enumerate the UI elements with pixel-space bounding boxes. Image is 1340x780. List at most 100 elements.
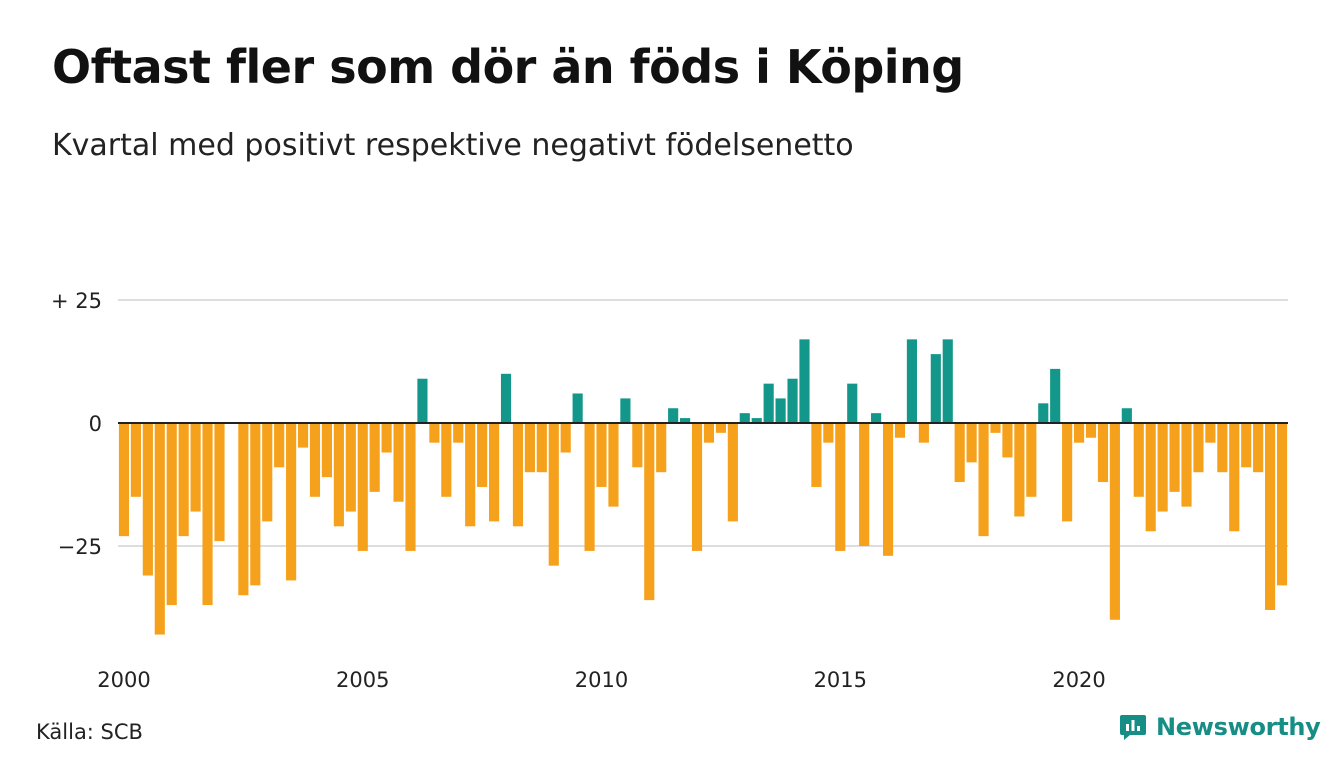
bar-positive xyxy=(1121,408,1132,423)
bar-negative xyxy=(118,423,130,537)
bar-positive xyxy=(739,413,750,423)
bar-positive xyxy=(871,413,882,423)
bar-negative xyxy=(345,423,356,512)
x-tick-label: 2000 xyxy=(97,668,150,692)
bar-negative xyxy=(727,423,738,522)
bar-negative xyxy=(333,423,344,527)
bar-negative xyxy=(453,423,464,443)
bar-negative xyxy=(644,423,655,601)
x-axis-labels: 2000 2005 2010 2015 2020 xyxy=(97,668,1106,692)
y-axis-labels: + 25 0 −25 xyxy=(51,289,102,559)
bar-negative xyxy=(859,423,870,546)
bar-negative xyxy=(584,423,595,551)
bar-negative xyxy=(524,423,535,473)
bar-positive xyxy=(500,373,512,423)
bar-negative xyxy=(130,423,141,497)
bar-negative xyxy=(1026,423,1037,497)
bar-positive xyxy=(620,398,631,423)
bar-negative xyxy=(894,423,906,438)
bar-negative xyxy=(632,423,643,468)
bar-positive xyxy=(930,354,941,423)
x-tick-label: 2020 xyxy=(1052,668,1105,692)
bar-negative xyxy=(274,423,285,468)
bar-negative xyxy=(811,423,822,487)
x-tick-label: 2015 xyxy=(814,668,867,692)
bar-negative xyxy=(1085,423,1097,438)
bar-negative xyxy=(489,423,500,522)
bar-negative xyxy=(823,423,834,443)
bar-negative xyxy=(1265,423,1276,610)
bar-negative xyxy=(1145,423,1156,532)
bar-negative xyxy=(1062,423,1073,522)
bar-negative xyxy=(166,423,177,606)
x-tick-label: 2005 xyxy=(336,668,389,692)
bar-negative xyxy=(369,423,380,492)
bar-negative xyxy=(536,423,547,473)
bar-negative xyxy=(297,423,309,448)
bar-negative xyxy=(1133,423,1144,497)
bar-negative xyxy=(441,423,452,497)
bar-negative xyxy=(1109,423,1120,620)
bars xyxy=(118,339,1288,635)
bar-negative xyxy=(560,423,571,453)
bar-negative xyxy=(465,423,476,527)
brand-logo[interactable]: Newsworthy xyxy=(1118,712,1321,742)
bar-negative xyxy=(381,423,392,453)
bar-positive xyxy=(668,408,679,423)
bar-negative xyxy=(477,423,488,487)
bar-negative xyxy=(882,423,894,556)
bar-negative xyxy=(1253,423,1264,473)
bar-negative xyxy=(214,423,225,542)
bar-negative xyxy=(1241,423,1252,468)
bar-negative xyxy=(990,423,1001,433)
bar-negative xyxy=(262,423,273,522)
bar-negative xyxy=(357,423,368,551)
source-note: Källa: SCB xyxy=(36,720,143,744)
y-tick-label: + 25 xyxy=(51,289,102,313)
bar-negative xyxy=(1205,423,1216,443)
bar-negative xyxy=(321,423,332,478)
bar-positive xyxy=(906,339,917,423)
bar-negative xyxy=(608,423,619,507)
grid-lines xyxy=(118,299,1288,547)
bar-positive xyxy=(847,383,858,423)
chart-subtitle: Kvartal med positivt respektive negativt… xyxy=(52,128,854,163)
y-tick-label: 0 xyxy=(89,412,102,436)
bar-negative xyxy=(548,423,559,566)
bar-negative xyxy=(1169,423,1180,492)
bar-positive xyxy=(751,418,762,423)
bar-positive xyxy=(1050,368,1061,423)
bar-negative xyxy=(1276,423,1288,586)
bar-positive xyxy=(1038,403,1049,423)
bar-positive xyxy=(763,383,774,423)
bar-negative xyxy=(190,423,201,512)
bar-negative xyxy=(405,423,416,551)
bar-negative xyxy=(918,423,929,443)
bar-negative xyxy=(1097,423,1109,483)
bar-negative xyxy=(512,423,524,527)
bar-negative xyxy=(703,423,715,443)
bar-negative xyxy=(715,423,726,433)
bar-positive xyxy=(775,398,786,423)
bar-positive xyxy=(572,393,583,423)
brand-name: Newsworthy xyxy=(1156,713,1321,741)
bar-negative xyxy=(1074,423,1085,443)
bar-negative xyxy=(1014,423,1025,517)
x-tick-label: 2010 xyxy=(575,668,628,692)
bar-negative xyxy=(1181,423,1192,507)
bar-negative xyxy=(250,423,261,586)
bar-negative xyxy=(978,423,989,537)
bar-negative xyxy=(1193,423,1204,473)
bar-negative xyxy=(393,423,404,502)
bar-positive xyxy=(787,378,798,423)
bar-negative xyxy=(429,423,440,443)
bar-negative xyxy=(238,423,249,596)
bar-positive xyxy=(417,378,428,423)
bar-negative xyxy=(309,423,321,497)
bar-negative xyxy=(1002,423,1013,458)
bar-negative xyxy=(691,423,703,551)
bar-negative xyxy=(596,423,607,487)
bar-negative xyxy=(1229,423,1240,532)
bar-positive xyxy=(942,339,953,423)
